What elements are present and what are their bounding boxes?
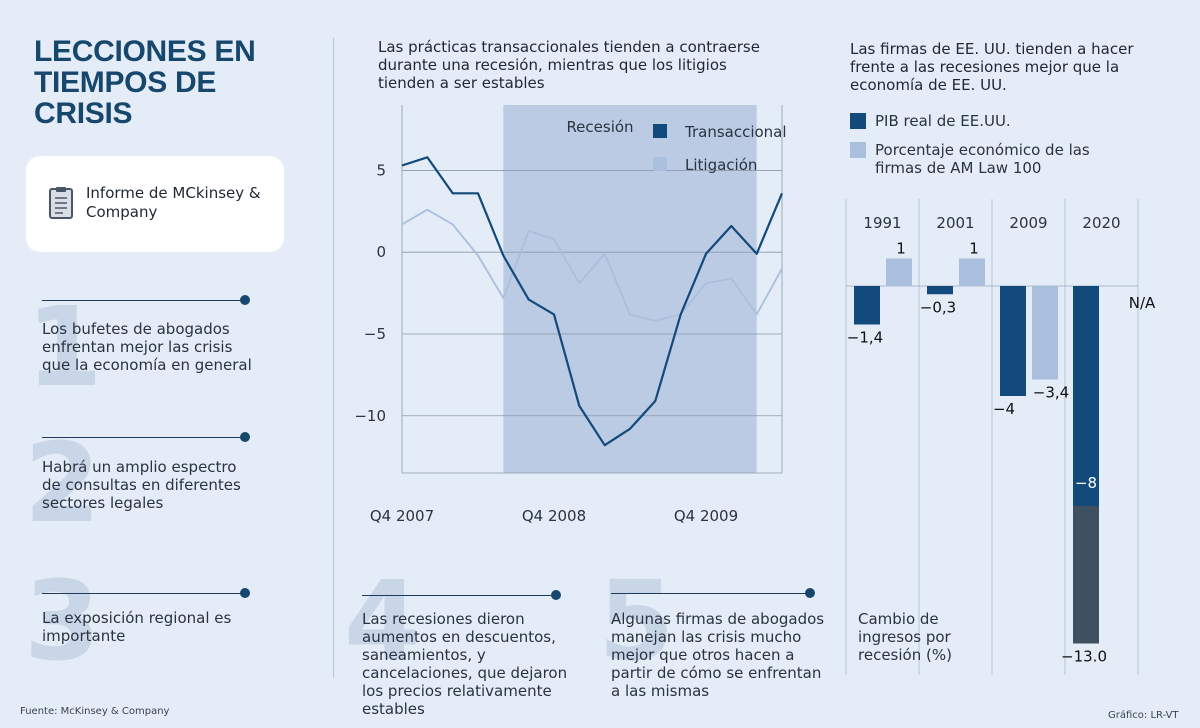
series-line-transaccional	[401, 156, 784, 447]
footer-source: Fuente: McKinsey & Company	[20, 706, 170, 717]
source-card-text: Informe de MCkinsey & Company	[86, 184, 261, 221]
bar-pib-2020-lower	[1073, 506, 1099, 644]
bar-value-label: −1,4	[847, 329, 883, 347]
bar-annotation-label: −8	[1075, 474, 1097, 492]
x-tick-label: Q4 2007	[370, 507, 434, 525]
lesson-1-line	[42, 300, 242, 301]
footer-credit: Gráfico: LR-VT	[1108, 710, 1179, 721]
lesson-3-line	[42, 593, 242, 594]
lesson-1-text: Los bufetes de abogados enfrentan mejor …	[42, 320, 252, 374]
lesson-3-number: 3	[24, 557, 101, 685]
legend-swatch	[653, 124, 667, 138]
y-tick-label: 5	[376, 161, 386, 179]
recession-band	[503, 105, 757, 473]
bar-chart-ylabel: Cambio de ingresos por recesión (%)	[858, 610, 952, 664]
lesson-4-text: Las recesiones dieron aumentos en descue…	[362, 610, 568, 718]
bar-value-label: −0,3	[920, 298, 956, 316]
lesson-3-text: La exposición regional es importante	[42, 609, 232, 645]
lesson-4-line	[362, 595, 552, 596]
legend-swatch-pib	[850, 113, 866, 129]
bar-chart-title: Las firmas de EE. UU. tienden a hacer fr…	[850, 40, 1134, 94]
source-card: Informe de MCkinsey & Company	[26, 156, 284, 252]
lesson-5-line	[611, 593, 809, 594]
legend-swatch	[653, 157, 667, 171]
lesson-3-dot	[240, 588, 250, 598]
bar-amlaw-2001	[959, 258, 985, 286]
recession-label: Recesión	[566, 118, 633, 136]
bar-value-label: −13.0	[1061, 648, 1107, 666]
lesson-1-number: 1	[26, 283, 103, 411]
y-tick-label: 0	[376, 243, 386, 261]
bar-amlaw-1991	[886, 258, 912, 286]
bar-value-label: −4	[993, 400, 1015, 418]
legend-label: Transaccional	[684, 123, 787, 141]
bar-pib-2009	[1000, 286, 1026, 396]
category-label: 2009	[1009, 214, 1047, 232]
legend-label-amlaw: Porcentaje económico de las firmas de AM…	[875, 141, 1090, 177]
legend-label: Litigación	[685, 156, 757, 174]
clipboard-icon	[48, 186, 74, 224]
bar-pib-2001	[927, 286, 953, 295]
bar-value-label: −3,4	[1033, 384, 1069, 402]
bar-value-label: 1	[969, 240, 979, 258]
x-tick-label: Q4 2009	[674, 507, 738, 525]
page-title: LECCIONES EN TIEMPOS DE CRISIS	[34, 35, 256, 130]
lesson-2-line	[42, 437, 242, 438]
x-tick-label: Q4 2008	[522, 507, 586, 525]
category-label: 2020	[1082, 214, 1120, 232]
lesson-5-dot	[805, 588, 815, 598]
lesson-2-dot	[240, 432, 250, 442]
column-divider	[333, 38, 334, 678]
bar-value-label: 1	[896, 240, 906, 258]
bar-value-label: N/A	[1129, 294, 1156, 312]
bar-pib-2020-upper	[1073, 286, 1099, 506]
legend-swatch-amlaw	[850, 142, 866, 158]
line-chart-title: Las prácticas transaccionales tienden a …	[378, 38, 760, 92]
bar-chart: 1991 2001 2009 2020 −1,4 1 −0,3 1 −4 −3,4 −8 −13.0…	[845, 199, 1156, 675]
y-tick-label: −5	[364, 325, 386, 343]
lesson-4-dot	[551, 590, 561, 600]
category-label: 2001	[936, 214, 974, 232]
lesson-4-number: 4	[344, 557, 421, 685]
bar-amlaw-2009	[1032, 286, 1058, 380]
legend-label-pib: PIB real de EE.UU.	[875, 112, 1011, 130]
lesson-1-dot	[240, 295, 250, 305]
lesson-2-text: Habrá un amplio espectro de consultas en…	[42, 458, 241, 512]
category-label: 1991	[863, 214, 901, 232]
lesson-5-number: 5	[598, 557, 675, 685]
lesson-2-number: 2	[24, 419, 101, 547]
series-line-litigación	[401, 208, 783, 322]
bar-pib-1991	[854, 286, 880, 325]
lesson-5-text: Algunas firmas de abogados manejan las c…	[611, 610, 825, 700]
y-tick-label: −10	[354, 407, 386, 425]
